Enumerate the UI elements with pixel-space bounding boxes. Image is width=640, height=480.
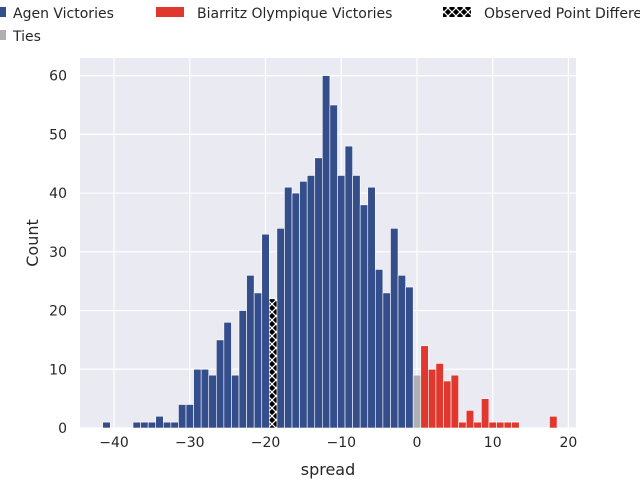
bar — [450, 374, 459, 429]
x-tick-label: 0 — [413, 435, 422, 451]
legend-swatch-observed — [443, 7, 471, 17]
bar — [162, 421, 172, 429]
y-tick-label: 50 — [49, 127, 67, 143]
x-tick-label: −10 — [326, 435, 356, 451]
bar — [435, 363, 444, 429]
bar — [359, 204, 369, 429]
bar — [216, 339, 225, 429]
bar — [261, 233, 270, 429]
bar — [314, 157, 323, 429]
legend-swatch-ties — [0, 30, 6, 40]
x-tick-labels: −40 −30 −20 −10 0 10 20 — [99, 435, 577, 451]
y-tick-label: 60 — [49, 69, 67, 85]
bar — [496, 421, 505, 429]
x-tick-label: −20 — [251, 435, 281, 451]
legend-swatch-biarritz — [156, 7, 184, 17]
legend-label-ties: Ties — [12, 29, 41, 45]
bar — [458, 421, 467, 429]
bar — [200, 368, 210, 429]
legend-label-agen: Agen Victories — [13, 6, 114, 22]
bar — [420, 345, 429, 429]
bar — [344, 145, 353, 429]
bar — [412, 374, 422, 429]
bar — [185, 404, 194, 429]
bar — [238, 310, 247, 429]
bar — [397, 275, 406, 429]
bar — [511, 421, 520, 429]
bar — [223, 321, 232, 429]
y-axis-label: Count — [23, 219, 42, 267]
bar — [140, 421, 149, 429]
y-tick-label: 20 — [49, 304, 67, 320]
bar — [443, 380, 452, 429]
bar — [488, 421, 497, 429]
bar — [375, 269, 384, 429]
bar — [231, 374, 240, 429]
y-tick-label: 30 — [49, 245, 67, 261]
x-tick-label: −40 — [99, 435, 129, 451]
y-tick-label: 40 — [49, 186, 67, 202]
y-tick-label: 10 — [49, 362, 67, 378]
bar — [337, 175, 346, 429]
bar — [382, 292, 391, 429]
bar — [322, 75, 331, 429]
bar — [246, 275, 255, 429]
x-tick-label: 10 — [484, 435, 502, 451]
bar — [549, 415, 558, 429]
bar — [306, 175, 316, 429]
bar — [352, 175, 361, 429]
bars — [102, 75, 558, 429]
x-axis-label: spread — [301, 460, 356, 479]
bar — [178, 404, 187, 429]
bar — [390, 228, 399, 429]
bar — [147, 421, 157, 429]
x-tick-label: 20 — [560, 435, 578, 451]
bar — [208, 374, 217, 429]
x-tick-label: −30 — [175, 435, 205, 451]
legend-label-biarritz: Biarritz Olympique Victories — [197, 6, 392, 22]
bar — [299, 181, 308, 429]
bar — [155, 415, 164, 429]
bar — [291, 192, 300, 429]
bar — [132, 421, 141, 429]
bar — [276, 228, 285, 429]
bar — [284, 186, 293, 429]
bar — [428, 368, 437, 429]
bar — [102, 421, 111, 429]
y-tick-label: 0 — [58, 421, 67, 437]
bar — [367, 186, 376, 429]
legend-label-observed: Observed Point Difference — [484, 6, 640, 22]
bar — [503, 421, 512, 429]
bar — [269, 298, 278, 429]
bar — [473, 421, 482, 429]
legend-swatch-agen — [0, 7, 6, 17]
bar — [253, 292, 263, 429]
bar — [329, 104, 338, 429]
bar — [193, 368, 202, 429]
bar — [405, 286, 414, 429]
bar — [481, 398, 490, 429]
bar — [465, 410, 475, 429]
bar — [170, 421, 179, 429]
y-tick-labels: 0 10 20 30 40 50 60 — [49, 69, 67, 437]
legend: Agen Victories Biarritz Olympique Victor… — [0, 6, 640, 45]
